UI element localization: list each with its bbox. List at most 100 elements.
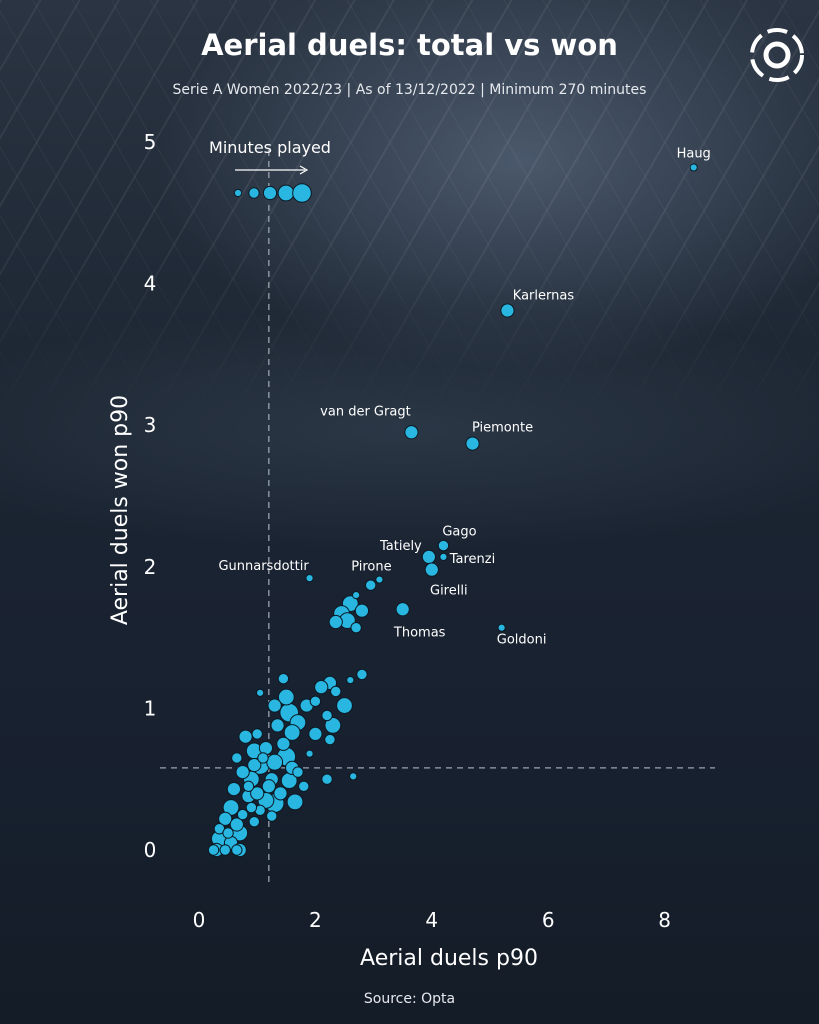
data-point	[242, 780, 255, 792]
data-point	[350, 621, 362, 634]
data-point	[324, 733, 336, 746]
data-point	[207, 844, 220, 856]
data-point	[437, 539, 450, 552]
data-point	[250, 786, 265, 801]
data-point	[328, 614, 343, 630]
data-point	[404, 425, 419, 440]
point-label: Tatiely	[379, 539, 422, 554]
size-legend-circle	[262, 185, 278, 201]
data-point	[261, 779, 276, 794]
point-label: Gunnarsdottir	[218, 559, 309, 574]
size-legend-circle	[248, 187, 260, 199]
data-point	[298, 780, 310, 792]
data-point	[421, 549, 436, 564]
stadium-background	[0, 0, 819, 420]
data-point	[292, 766, 304, 778]
data-point	[395, 602, 410, 617]
data-point	[500, 303, 515, 318]
data-point	[226, 782, 242, 797]
data-point	[248, 815, 260, 828]
point-label: Gago	[442, 525, 476, 540]
chart-title: Aerial duels: total vs won	[201, 28, 618, 62]
data-point	[236, 808, 249, 821]
data-point	[309, 695, 322, 708]
size-legend-circle	[277, 184, 295, 202]
data-point	[305, 574, 314, 583]
data-point	[286, 793, 304, 811]
data-point	[235, 765, 250, 780]
y-tick-label: 5	[144, 130, 157, 154]
x-tick-label: 2	[309, 908, 322, 932]
data-point	[266, 753, 284, 771]
data-point	[689, 163, 698, 172]
y-tick-label: 2	[144, 555, 157, 579]
y-tick-label: 3	[144, 413, 157, 437]
data-point	[276, 736, 291, 751]
source-note: Source: Opta	[363, 991, 456, 1007]
point-label: Goldoni	[497, 633, 547, 648]
data-point	[270, 718, 285, 733]
data-point	[352, 591, 361, 600]
data-point	[222, 827, 234, 839]
data-point	[266, 810, 278, 822]
size-legend-circle	[292, 183, 312, 203]
data-point	[497, 623, 506, 632]
data-point	[439, 552, 448, 561]
y-tick-label: 4	[144, 272, 157, 296]
data-point	[245, 801, 258, 814]
data-point	[314, 680, 329, 695]
data-point	[424, 562, 439, 577]
data-point	[231, 752, 243, 764]
data-point	[349, 772, 358, 781]
data-point	[354, 603, 370, 618]
data-point	[267, 698, 282, 713]
data-point	[305, 749, 314, 758]
data-point	[247, 757, 262, 773]
chart-subtitle: Serie A Women 2022/23 | As of 13/12/2022…	[172, 82, 647, 98]
point-label: Pirone	[351, 560, 391, 575]
data-point	[256, 688, 265, 697]
y-tick-label: 1	[144, 696, 157, 720]
data-point	[321, 773, 333, 785]
data-point	[465, 436, 480, 451]
data-point	[218, 811, 233, 826]
data-point	[283, 724, 301, 741]
y-axis-label: Aerial duels won p90	[108, 395, 133, 625]
data-point	[346, 675, 355, 685]
data-point	[229, 817, 244, 832]
point-label: Piemonte	[472, 421, 533, 436]
x-tick-label: 8	[658, 908, 671, 932]
data-point	[238, 729, 253, 744]
x-tick-label: 4	[425, 908, 438, 932]
point-label: Haug	[677, 146, 711, 161]
data-point	[231, 844, 243, 856]
size-legend-circle	[233, 188, 243, 198]
point-label: van der Gragt	[320, 404, 411, 419]
data-point	[219, 844, 231, 856]
point-label: Karlernas	[513, 289, 575, 304]
data-point	[375, 575, 384, 584]
size-legend-title: Minutes played	[209, 138, 331, 157]
point-label: Thomas	[393, 625, 446, 640]
data-point	[324, 716, 342, 734]
point-label: Tarenzi	[449, 552, 496, 567]
data-point	[251, 728, 263, 740]
data-point	[364, 579, 377, 591]
data-point	[330, 685, 342, 698]
data-point	[257, 752, 269, 764]
data-point	[277, 688, 295, 706]
x-axis-label: Aerial duels p90	[360, 946, 538, 971]
opta-ball-icon	[750, 28, 804, 82]
x-tick-label: 6	[542, 908, 555, 932]
y-tick-label: 0	[144, 838, 157, 862]
data-point	[321, 709, 333, 722]
point-label: Girelli	[430, 584, 468, 599]
data-point	[273, 786, 288, 801]
data-point	[356, 668, 368, 681]
x-tick-label: 0	[193, 908, 206, 932]
data-point	[336, 697, 353, 714]
data-point	[277, 672, 290, 685]
size-legend-arrowhead	[299, 165, 309, 175]
